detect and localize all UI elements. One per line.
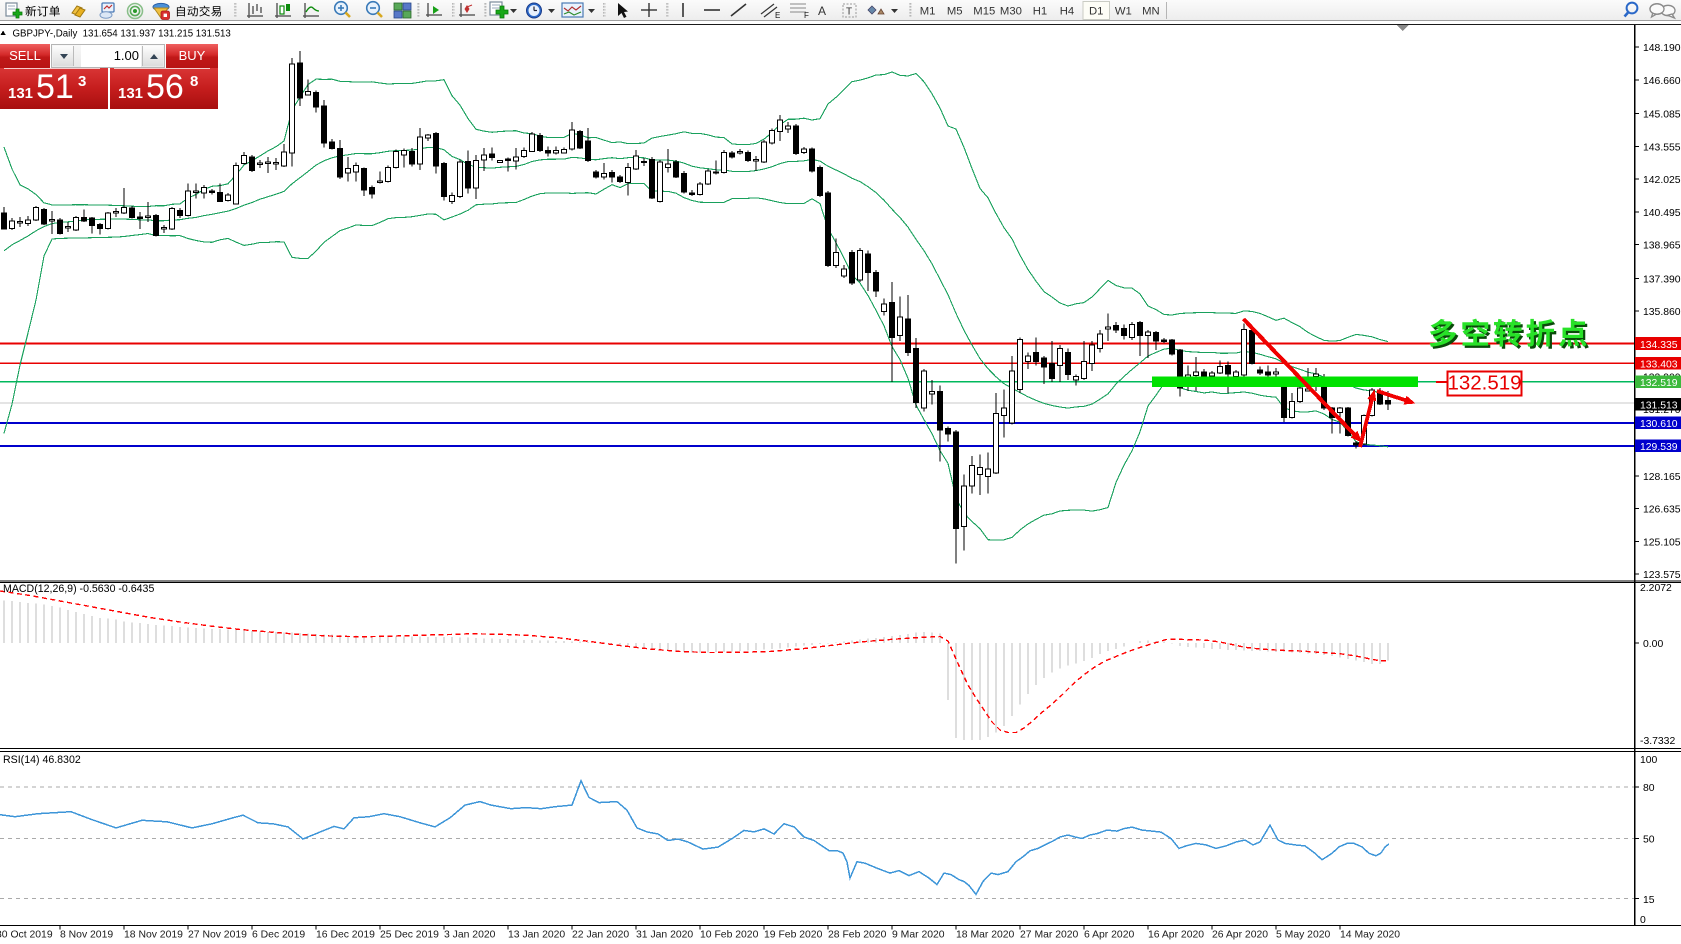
svg-text:137.390: 137.390	[1643, 274, 1681, 285]
svg-text:H1: H1	[1033, 6, 1047, 18]
svg-text:RSI(14) 46.8302: RSI(14) 46.8302	[3, 754, 81, 766]
svg-text:13 Jan 2020: 13 Jan 2020	[508, 930, 565, 941]
svg-text:H4: H4	[1060, 6, 1074, 18]
svg-text:15: 15	[1643, 895, 1655, 906]
svg-text:M5: M5	[947, 6, 963, 18]
svg-text:133.403: 133.403	[1640, 360, 1678, 371]
svg-text:138.965: 138.965	[1643, 241, 1681, 252]
svg-text:148.190: 148.190	[1643, 43, 1681, 54]
svg-text:132.519: 132.519	[1640, 378, 1678, 389]
svg-text:31 Jan 2020: 31 Jan 2020	[636, 930, 693, 941]
svg-text:145.085: 145.085	[1643, 110, 1681, 121]
svg-text:6 Apr 2020: 6 Apr 2020	[1084, 930, 1134, 941]
svg-text:128.165: 128.165	[1643, 472, 1681, 483]
svg-text:30 Oct 2019: 30 Oct 2019	[0, 930, 53, 941]
svg-text:142.025: 142.025	[1643, 175, 1681, 186]
svg-text:100: 100	[1640, 755, 1658, 766]
svg-text:19 Feb 2020: 19 Feb 2020	[764, 930, 823, 941]
svg-text:135.860: 135.860	[1643, 307, 1681, 318]
svg-text:28 Feb 2020: 28 Feb 2020	[828, 930, 887, 941]
svg-text:126.635: 126.635	[1643, 505, 1681, 516]
svg-text:0: 0	[1640, 915, 1646, 926]
svg-text:27 Mar 2020: 27 Mar 2020	[1020, 930, 1079, 941]
svg-text:W1: W1	[1115, 6, 1132, 18]
svg-text:MACD(12,26,9) -0.5630 -0.6435: MACD(12,26,9) -0.5630 -0.6435	[3, 583, 154, 595]
svg-text:9 Mar 2020: 9 Mar 2020	[892, 930, 945, 941]
svg-text:134.335: 134.335	[1640, 340, 1678, 351]
svg-text:80: 80	[1643, 783, 1655, 794]
svg-text:50: 50	[1643, 835, 1655, 846]
svg-text:E: E	[775, 11, 780, 20]
svg-text:6 Dec 2019: 6 Dec 2019	[252, 930, 305, 941]
svg-text:125.105: 125.105	[1643, 537, 1681, 548]
svg-text:146.660: 146.660	[1643, 76, 1681, 87]
svg-text:GBPJPY-,Daily 131.654 131.937: GBPJPY-,Daily 131.654 131.937 131.215 13…	[13, 28, 231, 39]
svg-text:123.575: 123.575	[1643, 570, 1681, 581]
svg-text:130.610: 130.610	[1640, 419, 1678, 430]
svg-text:143.555: 143.555	[1643, 142, 1681, 153]
svg-text:22 Jan 2020: 22 Jan 2020	[572, 930, 629, 941]
svg-text:F: F	[804, 11, 809, 20]
svg-text:27 Nov 2019: 27 Nov 2019	[188, 930, 247, 941]
svg-text:132.519: 132.519	[1447, 372, 1521, 395]
svg-text:5 May 2020: 5 May 2020	[1276, 930, 1331, 941]
svg-text:T: T	[846, 7, 852, 18]
svg-text:25 Dec 2019: 25 Dec 2019	[380, 930, 439, 941]
svg-text:0.00: 0.00	[1643, 639, 1663, 650]
svg-text:129.539: 129.539	[1640, 442, 1678, 453]
svg-text:8 Nov 2019: 8 Nov 2019	[60, 930, 113, 941]
svg-text:M30: M30	[1000, 6, 1022, 18]
svg-text:MN: MN	[1142, 6, 1160, 18]
svg-text:18 Nov 2019: 18 Nov 2019	[124, 930, 183, 941]
svg-text:M15: M15	[973, 6, 995, 18]
svg-text:16 Apr 2020: 16 Apr 2020	[1148, 930, 1204, 941]
svg-text:140.495: 140.495	[1643, 208, 1681, 219]
svg-text:3 Jan 2020: 3 Jan 2020	[444, 930, 496, 941]
svg-text:10 Feb 2020: 10 Feb 2020	[700, 930, 759, 941]
svg-text:26 Apr 2020: 26 Apr 2020	[1212, 930, 1268, 941]
svg-text:16 Dec 2019: 16 Dec 2019	[316, 930, 375, 941]
svg-text:M1: M1	[920, 6, 936, 18]
svg-text:131.513: 131.513	[1640, 401, 1678, 412]
svg-text:14 May 2020: 14 May 2020	[1340, 930, 1400, 941]
svg-text:-3.7332: -3.7332	[1640, 736, 1675, 747]
svg-text:D1: D1	[1089, 6, 1103, 18]
svg-text:A: A	[818, 4, 826, 18]
svg-text:18 Mar 2020: 18 Mar 2020	[956, 930, 1015, 941]
svg-text:2.2072: 2.2072	[1640, 583, 1672, 594]
